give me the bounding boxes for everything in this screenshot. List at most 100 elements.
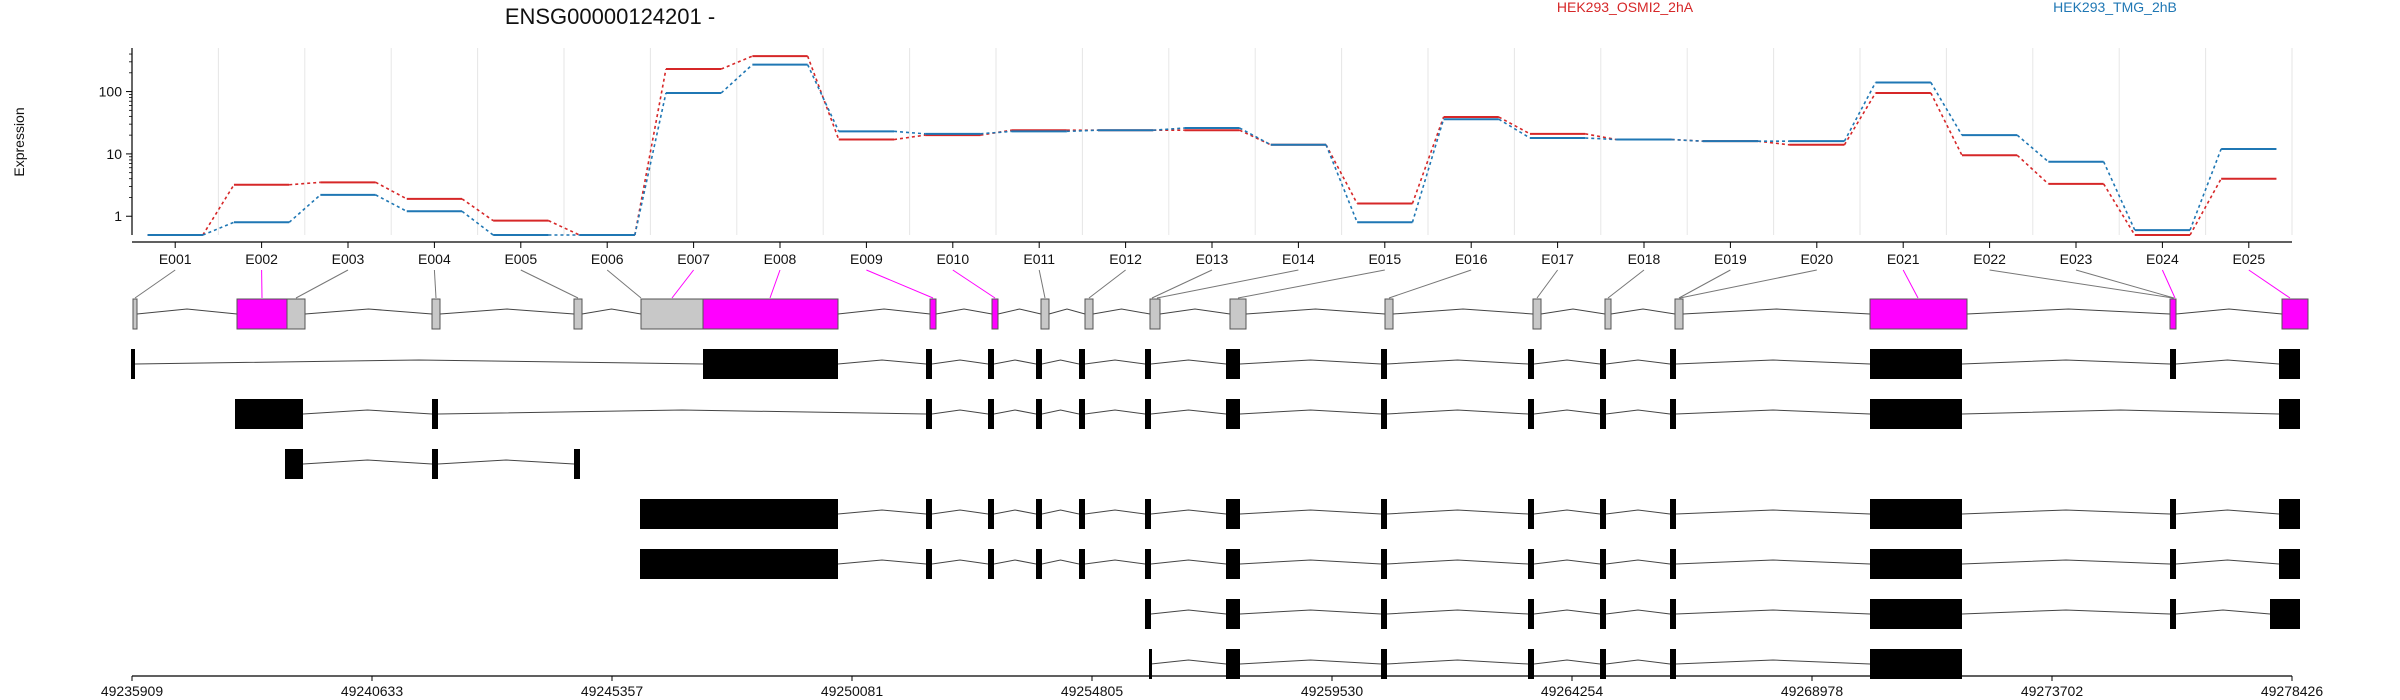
transcript-intron: [837, 509, 927, 515]
transcript-intron: [1239, 609, 1382, 615]
transcript-intron: [1605, 359, 1671, 365]
series-connector: [2016, 154, 2049, 185]
transcript-exon: [640, 499, 838, 529]
transcript-intron: [993, 409, 1037, 415]
transcript-exon: [1381, 599, 1387, 629]
transcript-intron: [1533, 609, 1601, 615]
transcript-4: [640, 499, 2300, 529]
transcript-exon: [1145, 349, 1151, 379]
transcript-exon: [1036, 499, 1042, 529]
exon-label: E022: [1973, 251, 2006, 267]
exon-connector: [433, 269, 437, 299]
transcript-exon: [235, 399, 303, 429]
exon-connector: [952, 269, 996, 299]
transcript-exon: [131, 349, 135, 379]
intron-line: [1048, 308, 1086, 315]
transcript-intron: [1150, 609, 1227, 615]
transcript-7: [1149, 649, 1962, 679]
exon-connector: [134, 269, 176, 299]
genomic-tick-label: 49240633: [341, 683, 404, 699]
transcript-exon: [703, 349, 838, 379]
series-connector: [806, 64, 840, 132]
series-connector: [1671, 138, 1703, 142]
gene-exon: [1604, 298, 1612, 330]
series-connector: [893, 130, 926, 135]
transcript-exon: [988, 549, 994, 579]
gene-exon: [236, 298, 288, 330]
transcript-exon: [1381, 399, 1387, 429]
transcript-intron: [1675, 559, 1871, 565]
transcript-intron: [2175, 559, 2280, 565]
exon-label: E005: [504, 251, 537, 267]
transcript-3: [285, 449, 580, 479]
transcript-intron: [134, 359, 704, 365]
transcript-exon: [1600, 399, 1606, 429]
exon-connector: [1536, 269, 1559, 299]
transcript-intron: [2175, 609, 2271, 615]
exon-connector: [2075, 269, 2175, 299]
legend-entry-tmg: HEK293_TMG_2hB: [2053, 0, 2177, 15]
exon-label: E011: [1023, 251, 1055, 267]
gene-exon: [132, 298, 138, 330]
exon-label: E010: [936, 251, 969, 267]
exon-connector: [769, 269, 781, 299]
transcript-intron: [931, 509, 989, 515]
transcript-exon: [988, 399, 994, 429]
series-connector: [461, 198, 494, 222]
transcript-intron: [1675, 509, 1871, 515]
intron-line: [439, 308, 575, 315]
transcript-exon: [1079, 349, 1085, 379]
exon-connector: [1388, 269, 1472, 299]
transcript-intron: [1533, 359, 1601, 365]
genomic-tick-label: 49268978: [1781, 683, 1844, 699]
series-connector: [288, 194, 321, 223]
gene-exon: [573, 298, 583, 330]
transcript-intron: [1386, 509, 1529, 515]
transcript-intron: [993, 359, 1037, 365]
exon-connector: [1237, 269, 1385, 299]
intron-line: [581, 308, 642, 315]
series-connector: [980, 130, 1012, 135]
series-connector: [1843, 82, 1877, 142]
transcript-exon: [1145, 599, 1151, 629]
transcript-intron: [1084, 559, 1146, 565]
transcript-exon: [574, 449, 580, 479]
transcript-exon: [1145, 549, 1151, 579]
transcript-exon: [1870, 599, 1962, 629]
series-connector: [634, 68, 667, 236]
series-connector: [202, 184, 235, 236]
transcript-exon: [1600, 499, 1606, 529]
transcript-intron: [1675, 609, 1871, 615]
transcript-intron: [1533, 559, 1601, 565]
series-connector: [1153, 127, 1185, 132]
transcript-exon: [1226, 499, 1240, 529]
series-connector: [289, 181, 321, 186]
exon-label: E013: [1196, 251, 1229, 267]
transcript-exon: [1600, 349, 1606, 379]
transcript-exon: [2170, 349, 2176, 379]
transcript-exon: [1600, 599, 1606, 629]
series-connector: [2016, 134, 2049, 163]
transcript-exon: [2170, 599, 2176, 629]
transcript-exon: [1226, 599, 1240, 629]
gene-exon: [702, 298, 839, 330]
y-tick-label: 10: [106, 146, 122, 162]
transcript-exon: [1079, 549, 1085, 579]
exon-label: E009: [850, 251, 883, 267]
transcript-intron: [931, 359, 989, 365]
transcript-intron: [1961, 359, 2171, 365]
exon-label: E025: [2232, 251, 2265, 267]
series-connector: [1930, 82, 1963, 136]
transcript-exon: [1036, 549, 1042, 579]
exon-connector: [2248, 269, 2291, 299]
transcript-exon: [1381, 549, 1387, 579]
gene-exon: [1869, 298, 1968, 330]
transcript-exon: [1079, 399, 1085, 429]
genomic-axis: 49235909 49240633 49245357 49250081 49254805…: [101, 675, 2323, 699]
transcript-exon: [1870, 399, 1962, 429]
gene-exon: [1532, 298, 1542, 330]
transcript-exon: [1528, 649, 1534, 679]
intron-line: [935, 308, 993, 315]
gene-exon: [2169, 298, 2177, 330]
